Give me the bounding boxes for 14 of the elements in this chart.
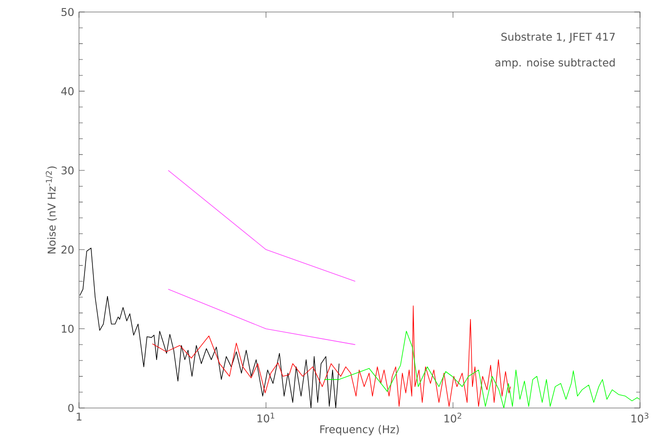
annotation: amp. noise subtracted — [495, 58, 615, 69]
y-tick-label: 20 — [61, 246, 74, 254]
x-tick-label: 10$^{2}$ — [444, 412, 462, 423]
x-tick-label: 10$^{1}$ — [258, 412, 274, 423]
y-tick-label: 30 — [62, 166, 74, 175]
y-tick-label: 50 — [62, 8, 74, 16]
y-tick-label: 40 — [61, 87, 74, 96]
x-tick-label: 10$^{3}$ — [632, 412, 648, 423]
x-axis-title: Frequency (Hz) — [320, 425, 399, 436]
x-tick-label: 1 — [76, 412, 82, 421]
y-tick-label: 0 — [68, 404, 74, 412]
annotation: Substrate 1, JFET 417 — [501, 32, 615, 43]
y-tick-label: 10 — [62, 324, 74, 333]
y-axis-title: Noise (nV Hz$^{-1/2}$) — [46, 166, 57, 254]
